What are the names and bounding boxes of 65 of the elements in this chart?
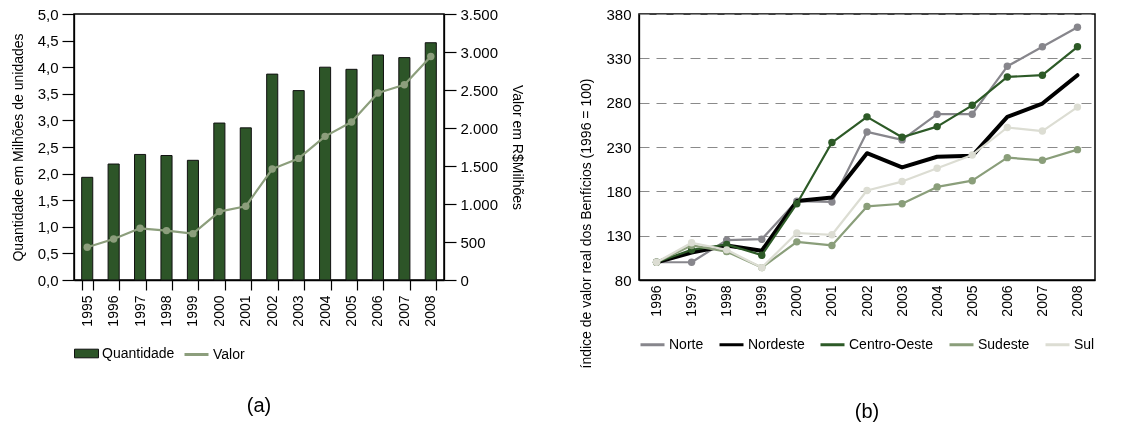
y-tick-label: 180	[606, 182, 632, 200]
y-tick-label: 4,0	[37, 58, 59, 76]
x-tick-label: 2000	[210, 295, 227, 327]
legend-label: Sudeste	[978, 335, 1030, 352]
legend-label: Valor	[213, 345, 245, 362]
x-tick-label: 1999	[753, 285, 770, 317]
x-tick-label: 1998	[158, 295, 174, 327]
x-tick-label: 2006	[369, 295, 386, 327]
y2-tick-label: 1.500	[460, 157, 499, 175]
x-tick-label: 1997	[683, 285, 700, 317]
x-tick-label: 2003	[893, 285, 910, 317]
legend-label: Centro-Oeste	[849, 335, 934, 352]
y-tick-label: 0,5	[37, 244, 59, 262]
x-tick-label: 1996	[105, 295, 122, 327]
x-tick-label: 2000	[788, 285, 805, 317]
y-tick-label: 5,0	[37, 5, 59, 23]
x-tick-label: 2003	[290, 295, 307, 327]
x-tick-label: 1998	[718, 285, 735, 317]
x-tick-label: 1997	[131, 295, 148, 327]
y2-tick-label: 1.000	[460, 195, 499, 213]
x-tick-label: 2002	[858, 285, 875, 317]
x-tick-label: 1999	[184, 295, 201, 327]
y2-tick-label: 2.000	[460, 119, 499, 137]
text: (a)	[246, 394, 272, 416]
y-axis-title: índice de valor real dos Benfícios (1996 = 100)	[578, 78, 595, 369]
y-tick-label: 1,0	[37, 218, 59, 236]
x-tick-label: 2005	[963, 285, 980, 317]
y-tick-label: 2,5	[37, 138, 59, 156]
x-tick-label: 2007	[395, 295, 412, 327]
y-tick-label: 130	[606, 227, 632, 245]
y-axis-title: Quantidade em Milhões de unidades	[9, 33, 26, 262]
y2-tick-label: 2.500	[460, 81, 499, 99]
legend-label: Norte	[669, 335, 704, 352]
x-tick-label: 2001	[823, 285, 840, 317]
x-tick-label: 1995	[78, 295, 95, 327]
y-tick-label: 230	[606, 138, 632, 156]
y2-tick-label: 500	[460, 233, 486, 251]
y-tick-label: 280	[606, 94, 632, 112]
legend-label: Quantidade	[102, 344, 175, 361]
y2-axis-title: Valor em R$Milhões	[510, 84, 527, 211]
y-tick-label: 4,5	[37, 32, 59, 50]
legend-label: Sul	[1074, 335, 1095, 352]
text: (b)	[854, 400, 880, 422]
x-tick-label: 2006	[998, 285, 1015, 317]
y-tick-label: 80	[614, 271, 632, 289]
x-tick-label: 2001	[237, 295, 254, 327]
x-tick-label: 2005	[343, 295, 359, 327]
y-tick-label: 0,0	[37, 271, 59, 289]
x-tick-label: 2002	[263, 295, 280, 327]
y2-tick-label: 3.000	[460, 43, 499, 61]
y-tick-label: 380	[606, 5, 632, 23]
x-tick-label: 2004	[316, 295, 333, 327]
x-tick-label: 2008	[1068, 285, 1085, 317]
y-tick-label: 3,5	[37, 85, 59, 103]
x-tick-label: 2007	[1033, 285, 1050, 317]
x-tick-label: 2004	[928, 285, 945, 317]
y-tick-label: 2,0	[37, 165, 59, 183]
x-tick-label: 2008	[422, 295, 439, 327]
y2-tick-label: 3.500	[460, 5, 499, 23]
y-tick-label: 1,5	[37, 191, 59, 209]
x-tick-label: 1996	[648, 285, 665, 317]
y-tick-label: 330	[606, 49, 632, 67]
y2-tick-label: 0	[460, 271, 469, 289]
legend-label: Nordeste	[748, 335, 806, 352]
y-tick-label: 3,0	[37, 111, 59, 129]
